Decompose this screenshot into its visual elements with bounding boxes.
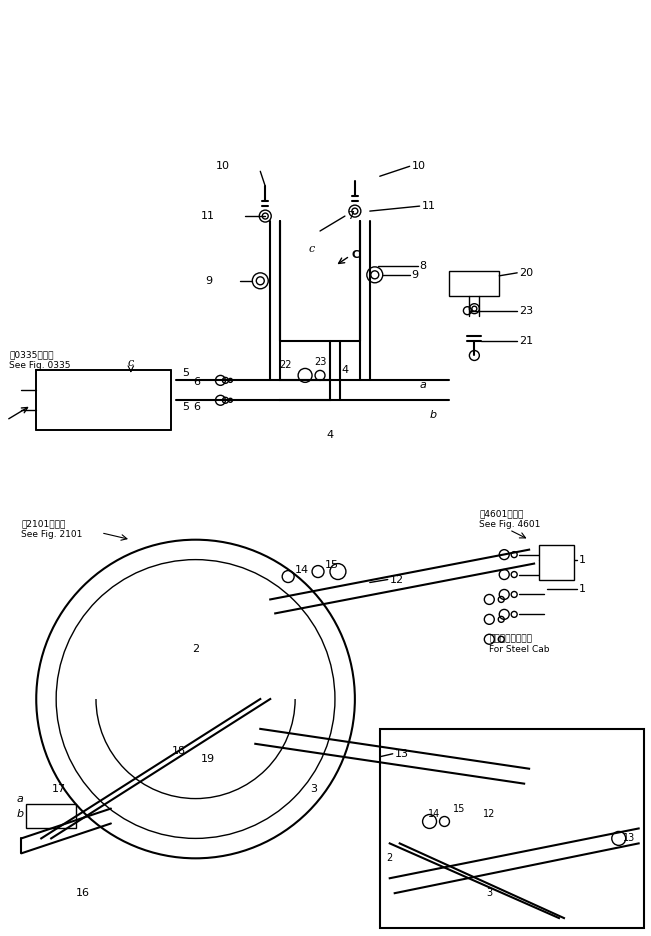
Text: 4: 4 bbox=[326, 431, 333, 440]
Text: 1: 1 bbox=[579, 584, 586, 594]
Text: 21: 21 bbox=[519, 335, 533, 345]
Text: 3: 3 bbox=[486, 888, 492, 899]
Text: 6: 6 bbox=[193, 377, 200, 388]
Text: 6: 6 bbox=[193, 402, 200, 412]
Text: 1: 1 bbox=[579, 555, 586, 564]
Text: 第4601図参照
See Fig. 4601: 第4601図参照 See Fig. 4601 bbox=[479, 510, 541, 529]
Polygon shape bbox=[449, 271, 499, 296]
Text: 5: 5 bbox=[182, 402, 189, 412]
Text: 14: 14 bbox=[428, 809, 441, 818]
Text: 10: 10 bbox=[215, 161, 229, 171]
Bar bbox=[380, 729, 644, 928]
Text: 11: 11 bbox=[201, 212, 215, 221]
Text: C: C bbox=[352, 250, 360, 260]
Text: 4: 4 bbox=[341, 365, 348, 375]
Text: 20: 20 bbox=[519, 268, 533, 278]
Text: 9: 9 bbox=[206, 276, 213, 285]
Text: 12: 12 bbox=[390, 575, 404, 584]
Text: 13: 13 bbox=[395, 749, 409, 759]
Text: 8: 8 bbox=[420, 261, 426, 271]
Text: 16: 16 bbox=[76, 888, 90, 899]
Text: a: a bbox=[420, 380, 426, 390]
Text: 12: 12 bbox=[483, 809, 495, 818]
Text: 3: 3 bbox=[310, 783, 317, 794]
Text: 23: 23 bbox=[519, 306, 533, 315]
Text: a: a bbox=[16, 794, 23, 804]
Text: 14: 14 bbox=[295, 564, 309, 575]
Text: 19: 19 bbox=[201, 753, 215, 764]
Text: 15: 15 bbox=[453, 803, 465, 813]
Text: スチールキャブ用
For Steel Cab: スチールキャブ用 For Steel Cab bbox=[490, 635, 550, 653]
Polygon shape bbox=[539, 545, 574, 579]
Text: 18: 18 bbox=[171, 746, 186, 755]
Text: 11: 11 bbox=[422, 201, 436, 212]
Text: 22: 22 bbox=[279, 360, 292, 371]
Text: 17: 17 bbox=[52, 783, 66, 794]
Text: 2: 2 bbox=[387, 854, 393, 863]
Text: 13: 13 bbox=[622, 833, 635, 843]
Polygon shape bbox=[36, 371, 171, 431]
Text: 10: 10 bbox=[411, 161, 426, 171]
Text: c: c bbox=[128, 358, 134, 369]
Text: 第2101図参照
See Fig. 2101: 第2101図参照 See Fig. 2101 bbox=[21, 519, 83, 539]
Polygon shape bbox=[26, 804, 76, 828]
Text: 15: 15 bbox=[325, 560, 339, 570]
Text: 2: 2 bbox=[192, 644, 199, 654]
Text: c: c bbox=[309, 244, 315, 254]
Text: b: b bbox=[430, 410, 437, 420]
Text: 5: 5 bbox=[182, 369, 189, 378]
Text: b: b bbox=[16, 809, 23, 818]
Text: 7: 7 bbox=[347, 212, 354, 221]
Text: 第0335図参照
See Fig. 0335: 第0335図参照 See Fig. 0335 bbox=[9, 350, 71, 370]
Text: 9: 9 bbox=[411, 270, 419, 280]
Text: 23: 23 bbox=[314, 358, 326, 368]
